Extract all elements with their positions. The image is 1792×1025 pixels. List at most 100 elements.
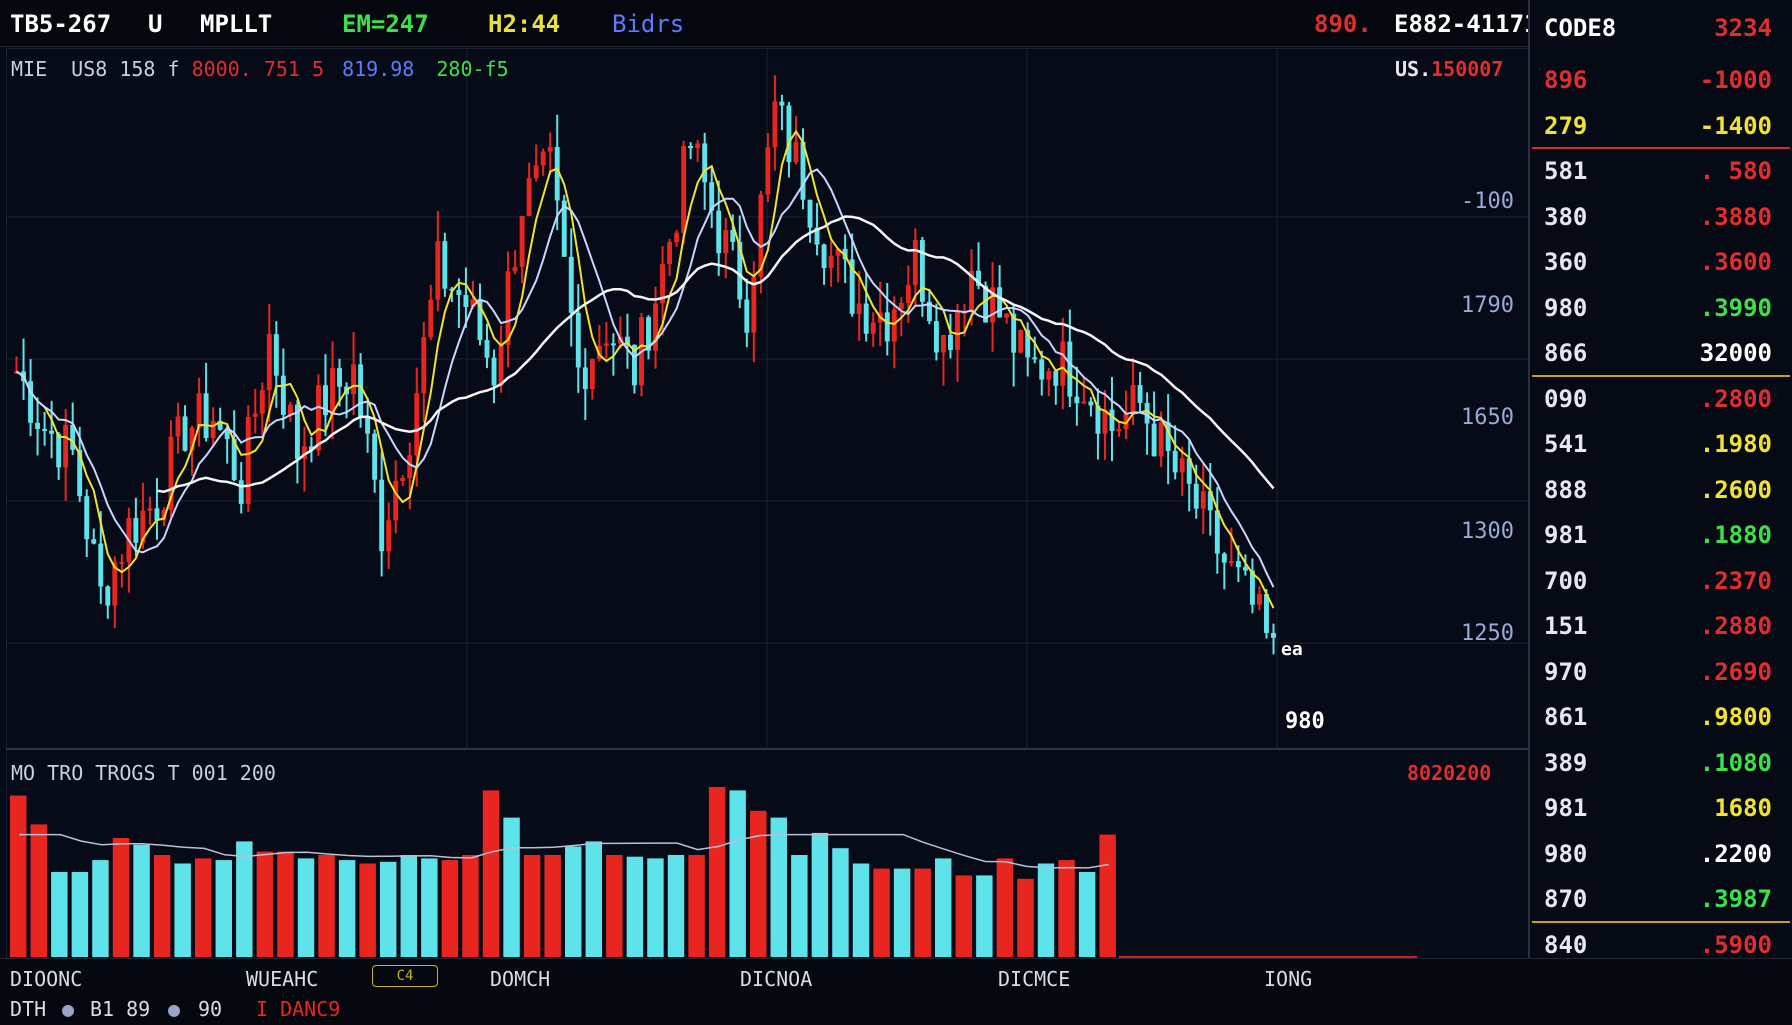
legend-item[interactable]: B1 89 [90, 997, 151, 1021]
indicator-em[interactable]: EM=247 [342, 10, 429, 38]
volume-bar [976, 875, 993, 957]
x-axis-label: IONG [1264, 967, 1313, 991]
candle-body [435, 241, 441, 300]
volume-bar [565, 846, 582, 957]
volume-bar [791, 855, 808, 957]
candle-body [1095, 405, 1101, 434]
candle-body [1102, 409, 1108, 434]
candle-body [849, 259, 855, 314]
legend-item[interactable]: I DANC9 [256, 997, 341, 1021]
candle-body [990, 287, 996, 323]
candle-body [786, 105, 792, 163]
footer-chip[interactable]: C4 [372, 965, 438, 987]
quote-row[interactable]: 380 .3880 [1530, 195, 1792, 239]
candle-body [400, 477, 406, 481]
quote-row[interactable]: 279 -1400 [1530, 104, 1792, 148]
quote-row[interactable]: 541 .1980 [1530, 422, 1792, 466]
legend-dot-icon: ● [62, 997, 75, 1021]
candle-body [905, 284, 911, 303]
candle-body [1053, 371, 1059, 386]
quote-row[interactable]: 980 .2200 [1530, 832, 1792, 876]
volume-bar [380, 861, 397, 957]
quote-row-value: 1680 [1714, 794, 1772, 822]
quote-panel-count: 3234 [1714, 14, 1772, 42]
quote-row-value: .3990 [1699, 293, 1772, 322]
price-axis-tick: 1650 [1461, 405, 1514, 430]
quote-row[interactable]: 389 .1080 [1530, 741, 1792, 785]
volume-bar [51, 872, 68, 957]
candle-body [1151, 423, 1157, 457]
candle-body [1221, 553, 1227, 563]
candle-body [414, 393, 420, 456]
legend-item[interactable]: 90 [198, 997, 223, 1021]
candle-body [793, 141, 799, 163]
quote-row[interactable]: 090 .2800 [1530, 377, 1792, 421]
candle-body [526, 178, 532, 216]
quote-panel: CODE8 3234 896 -1000 279 -1400 581 . 580 380 .3… [1528, 0, 1792, 959]
candle-body [603, 343, 609, 346]
candle-body [723, 230, 729, 254]
volume-bar [400, 855, 417, 957]
quote-row[interactable]: 870 .3987 [1530, 877, 1792, 921]
ma-fast-line [15, 129, 1275, 609]
instrument-name[interactable]: MPLLT [200, 10, 273, 38]
candle-body [175, 416, 181, 437]
candle-body [238, 480, 244, 504]
volume-bar [441, 860, 459, 957]
mode-indicator[interactable]: U [148, 10, 163, 38]
candle-body [674, 232, 680, 243]
volume-bar [133, 844, 150, 957]
candle-body [1172, 450, 1178, 473]
quote-row[interactable]: 981 .1880 [1530, 513, 1792, 557]
candle-body [1109, 409, 1115, 431]
last-price-marker: ea [1281, 639, 1303, 660]
volume-bar [523, 855, 541, 957]
candle-body [1074, 396, 1080, 404]
candle-body [498, 344, 504, 386]
candle-body [323, 385, 328, 416]
quote-row[interactable]: 700 .2370 [1530, 559, 1792, 603]
candle-body [154, 508, 160, 521]
quote-row[interactable]: 360 .3600 [1530, 240, 1792, 284]
quote-row[interactable]: 151 .2880 [1530, 604, 1792, 648]
quote-row-code: 861 [1544, 703, 1588, 731]
chart-header: MIE US8 158 f 8000. 751 5 819.98 280-f5 [11, 57, 509, 81]
quote-row[interactable]: 861 .9800 [1530, 695, 1792, 739]
candle-body [547, 147, 553, 152]
price-axis-bottom: 980 [1285, 709, 1325, 734]
ticker-label[interactable]: TB5-267 [10, 10, 112, 38]
ma-slow-line [156, 215, 1275, 493]
bids-tab[interactable]: Bidrs [612, 10, 685, 38]
quote-row[interactable]: 888 .2600 [1530, 468, 1792, 512]
quote-row[interactable]: 840 .5900 [1530, 923, 1792, 967]
quote-row[interactable]: 896 -1000 [1530, 58, 1792, 102]
quote-row[interactable]: 980 .3990 [1530, 286, 1792, 330]
price-chart-panel[interactable]: MIE US8 158 f 8000. 751 5 819.98 280-f5 … [6, 48, 1530, 960]
quote-row[interactable]: 866 32000 [1530, 331, 1792, 375]
volume-bar [544, 855, 561, 957]
quote-row[interactable]: 970 .2690 [1530, 650, 1792, 694]
candle-body [407, 455, 413, 478]
volume-bar [996, 858, 1014, 957]
quote-row[interactable]: 981 1680 [1530, 786, 1792, 830]
volume-bar [1037, 863, 1055, 957]
candle-body [98, 543, 104, 587]
candle-body [800, 141, 806, 200]
quote-row-code: 896 [1544, 66, 1588, 94]
indicator-h[interactable]: H2:44 [488, 10, 561, 38]
candle-body [976, 270, 982, 286]
quote-row-code: 380 [1544, 202, 1588, 231]
quote-panel-header: CODE8 3234 [1530, 6, 1792, 50]
volume-bar [1078, 872, 1096, 957]
quote-row-value: .2200 [1699, 839, 1772, 868]
volume-bar [647, 858, 664, 957]
candle-body [610, 343, 616, 346]
price-chart[interactable] [7, 49, 1529, 959]
candle-body [330, 368, 335, 416]
quote-row-code: 360 [1544, 248, 1588, 276]
legend-item[interactable]: DTH [10, 997, 47, 1021]
volume-bar [421, 858, 438, 957]
quote-row-value: .2880 [1699, 612, 1772, 640]
volume-bar [256, 851, 274, 957]
quote-row[interactable]: 581 . 580 [1530, 149, 1792, 193]
